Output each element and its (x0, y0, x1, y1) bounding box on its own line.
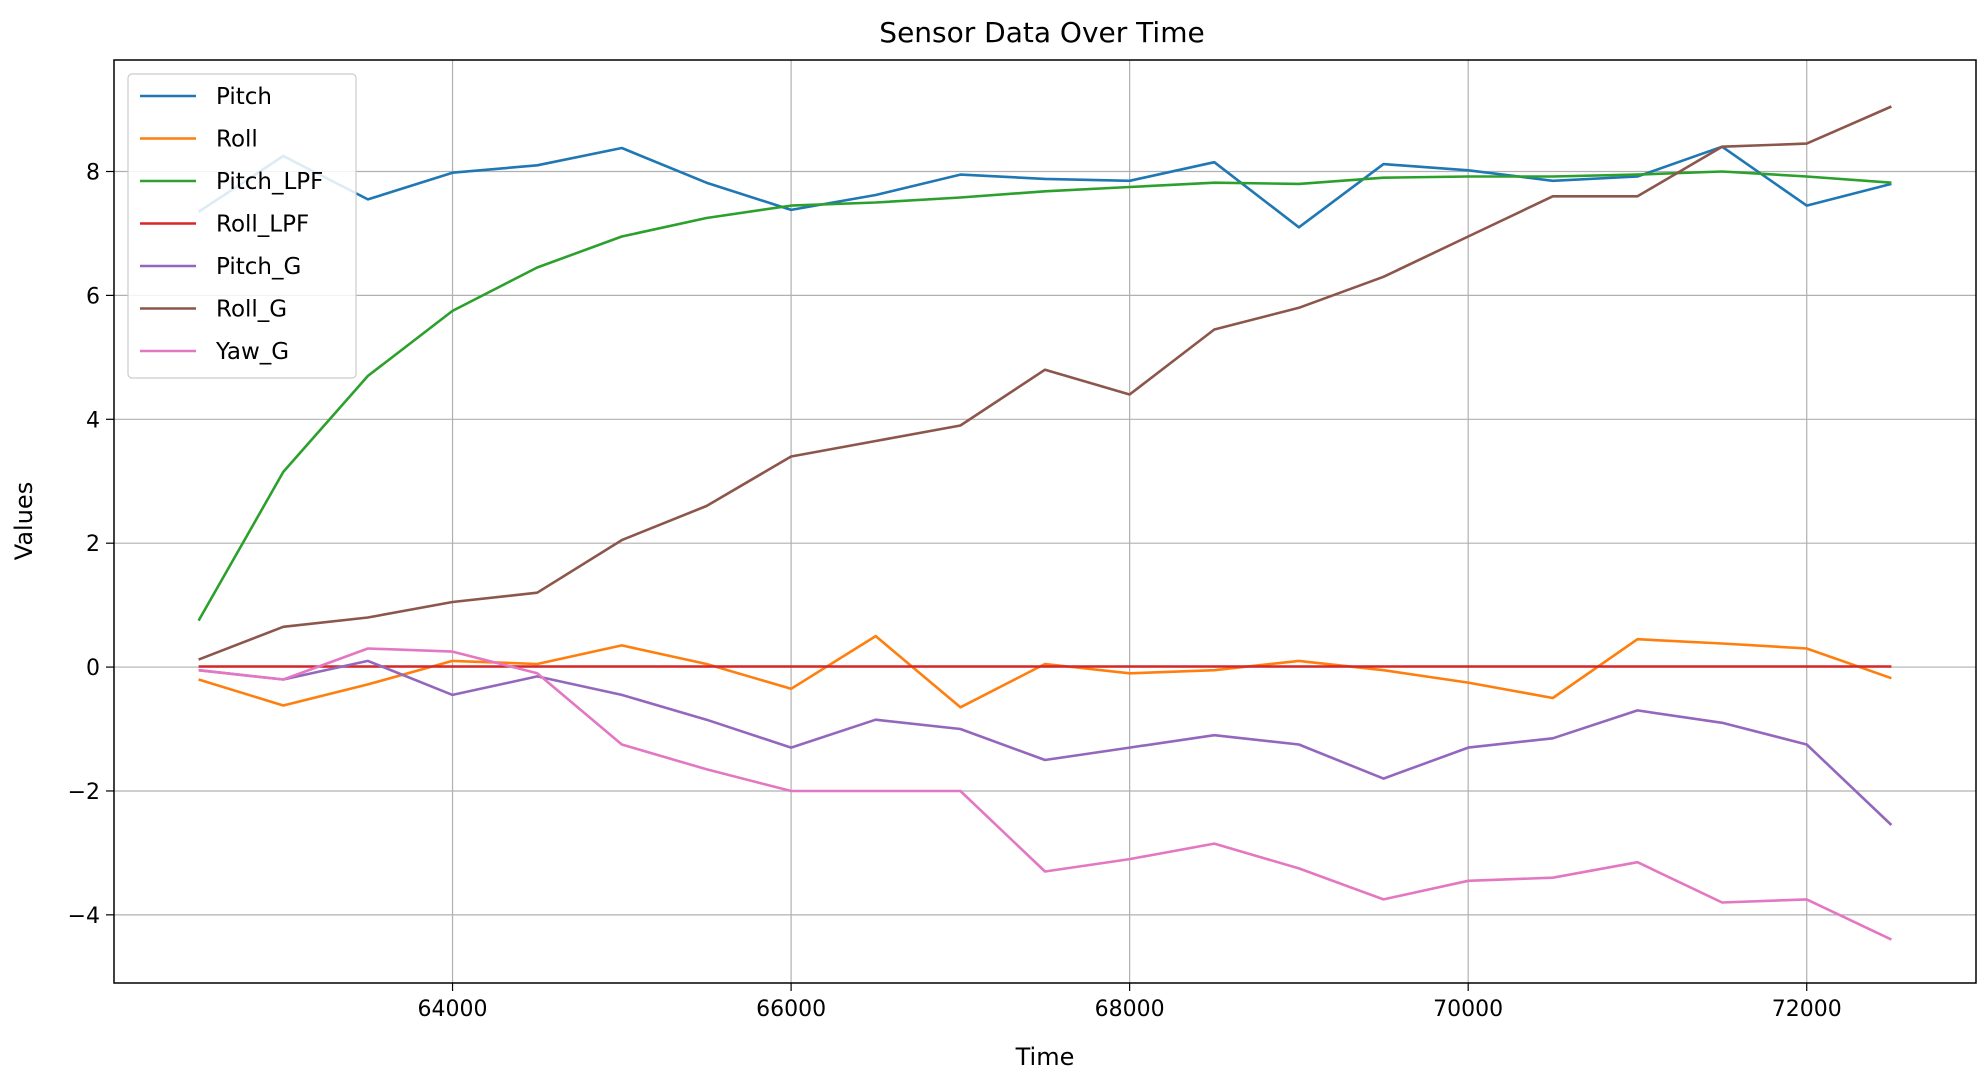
series-lines (197, 105, 1893, 941)
y-axis-label: Values (10, 482, 38, 560)
legend-label: Pitch_LPF (216, 169, 323, 195)
y-tick-label: 4 (86, 408, 100, 433)
series-line-pitch-lpf (197, 170, 1892, 622)
legend-label: Roll_G (216, 297, 287, 323)
y-tick-label: 8 (86, 161, 100, 186)
y-tick-label: 6 (86, 284, 100, 309)
series-line-roll (198, 634, 1892, 709)
legend-box (127, 73, 357, 379)
legend-label: Roll_LPF (216, 212, 309, 238)
x-tick-label: 70000 (1433, 997, 1503, 1022)
x-axis-label: Time (1015, 1043, 1075, 1071)
legend-label: Pitch_G (216, 254, 301, 280)
y-tick-label: −2 (68, 780, 100, 805)
y-tick-label: 2 (86, 532, 100, 557)
legend-label: Yaw_G (215, 339, 289, 365)
y-tick-label: −4 (68, 904, 100, 929)
series-line-roll-g (198, 105, 1892, 661)
x-tick-label: 72000 (1772, 997, 1842, 1022)
x-tick-label: 68000 (1095, 997, 1165, 1022)
series-line-yaw-g (198, 647, 1892, 941)
chart-title: Sensor Data Over Time (879, 16, 1204, 49)
x-tick-label: 64000 (418, 997, 488, 1022)
legend-label: Pitch (216, 84, 272, 110)
plot-frame (113, 59, 1977, 984)
series-line-pitch-g (198, 659, 1893, 826)
x-tick-label: 66000 (756, 997, 826, 1022)
y-tick-label: 0 (86, 656, 100, 681)
axis-ticks: 64000 66000 68000 70000 72000 −4 −2 0 2 4 6 8 (68, 161, 1842, 1022)
legend: Pitch Roll Pitch_LPF Roll_LPF Pitch_G Roll_G Y… (127, 73, 357, 379)
series-line-pitch (197, 145, 1892, 229)
legend-label: Roll (216, 127, 258, 153)
